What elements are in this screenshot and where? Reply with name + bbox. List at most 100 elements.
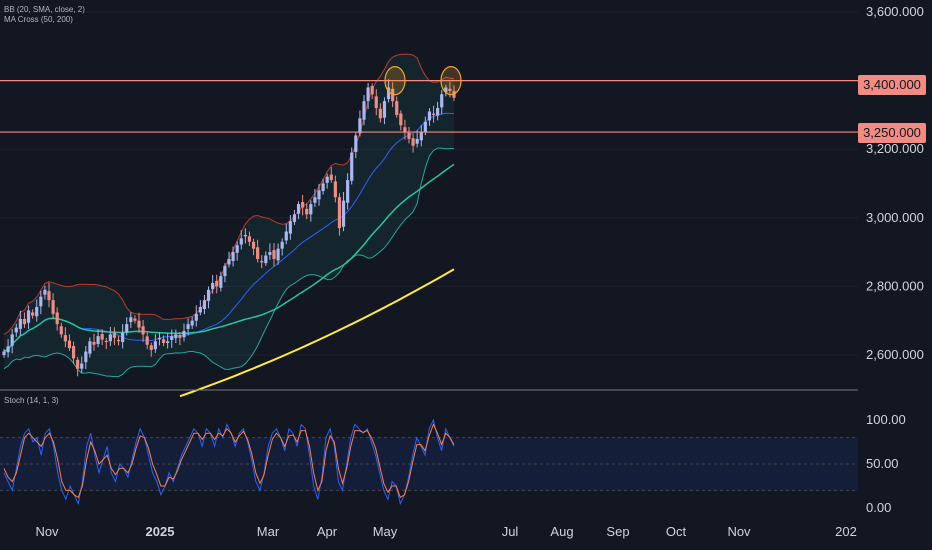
candle-body [423,121,427,133]
candle-body [206,289,211,301]
candle-body [301,202,305,208]
candle-body [374,96,378,109]
candle-body [76,359,80,369]
ma50-line [3,163,455,353]
candle-body [211,282,215,290]
candle-body [341,200,346,227]
candle-body [407,132,411,139]
ma-cross-indicator-label[interactable]: MA Cross (50, 200) [4,15,73,24]
candle-body [333,181,337,198]
candle-body [386,87,391,100]
candle-body [145,336,149,345]
y-tick-label: 3,200.000 [866,141,924,156]
candle-body [280,241,284,249]
candle-body [431,113,436,115]
peak-highlight-1 [440,65,462,96]
candle-body [444,87,448,93]
x-tick-label: Sep [606,524,629,539]
y-tick-label: 3,600.000 [866,4,924,19]
candle-body [251,241,256,249]
bb-indicator-label[interactable]: BB (20, SMA, close, 2) [4,5,85,14]
candle-body [215,280,219,287]
candle-body [26,310,31,323]
candle-body [96,336,100,345]
y-axis[interactable]: 3,600.000 3,200.000 3,000.000 2,800.000 2,60… [866,4,924,515]
candle-body [2,351,6,355]
candle-body [321,183,325,192]
x-tick-label: Jul [502,524,519,539]
candle-body [382,101,387,118]
candle-body [39,296,43,307]
grid [0,11,858,356]
candle-body [231,252,235,262]
candle-body [100,334,104,340]
candle-body [296,204,301,214]
candle-body [227,258,231,265]
candle-body [243,234,247,237]
candle-body [378,108,382,119]
stoch-indicator-label[interactable]: Stoch (14, 1, 3) [4,396,59,405]
stoch-y-tick-label: 0.00 [866,500,891,515]
candle-body [440,94,444,108]
stoch-y-tick-label: 100.00 [866,412,906,427]
candle-body [202,300,207,310]
candle-body [6,346,10,353]
x-tick-label: Mar [257,524,280,539]
candle-body [194,313,198,321]
candle-body [427,111,432,121]
price-tag-3400: 3,400.000 [858,75,926,95]
horizontal-levels[interactable] [0,79,858,133]
candle-body [88,341,92,354]
candle-body [395,101,399,115]
candle-body [268,252,272,255]
bb-lower-line [3,147,455,378]
candle-body [325,176,329,183]
candle-body [170,336,174,340]
x-axis[interactable]: Nov 2025 Mar Apr May Jul Aug Sep Oct Nov 202 [35,524,856,539]
candle-body [419,132,423,141]
candle-body [153,341,157,350]
candle-body [166,341,170,343]
candle-body [10,334,14,346]
candle-body [370,86,374,95]
candle-body [288,221,292,234]
candle-body [51,300,55,314]
candle-body [47,291,51,301]
candle-body [149,345,153,350]
candle-body [272,250,276,259]
candle-body [247,236,252,242]
candle-body [403,127,407,133]
candle-body [313,197,317,203]
candle-body [436,108,440,116]
candle-body [448,88,452,91]
candle-body [190,320,194,326]
candle-body [362,101,366,120]
bb-fill-area [4,54,454,377]
candle-body [59,326,63,335]
candle-body [239,238,243,245]
x-tick-label: Nov [35,524,59,539]
peak-highlight-0 [384,65,406,96]
y-tick-label: 2,600.000 [866,347,924,362]
candle-body [260,261,264,263]
candle-body [31,312,35,316]
candle-body [108,334,112,342]
y-tick-label: 3,000.000 [866,210,924,225]
candle-body [80,363,84,369]
candle-body [309,204,313,215]
candle-body [133,318,137,321]
candle-body [161,339,166,343]
bollinger-band-fill [4,54,454,377]
candle-body [71,346,76,359]
candle-body [366,87,370,102]
candle-body [174,334,178,339]
candle-body [67,340,72,349]
candle-body [43,289,47,295]
candle-body [178,335,182,338]
x-tick-label: Aug [550,524,573,539]
stoch-d-line [3,423,455,499]
candle-body [157,337,162,340]
stoch-y-tick-label: 50.00 [866,456,899,471]
candle-body [399,113,403,126]
